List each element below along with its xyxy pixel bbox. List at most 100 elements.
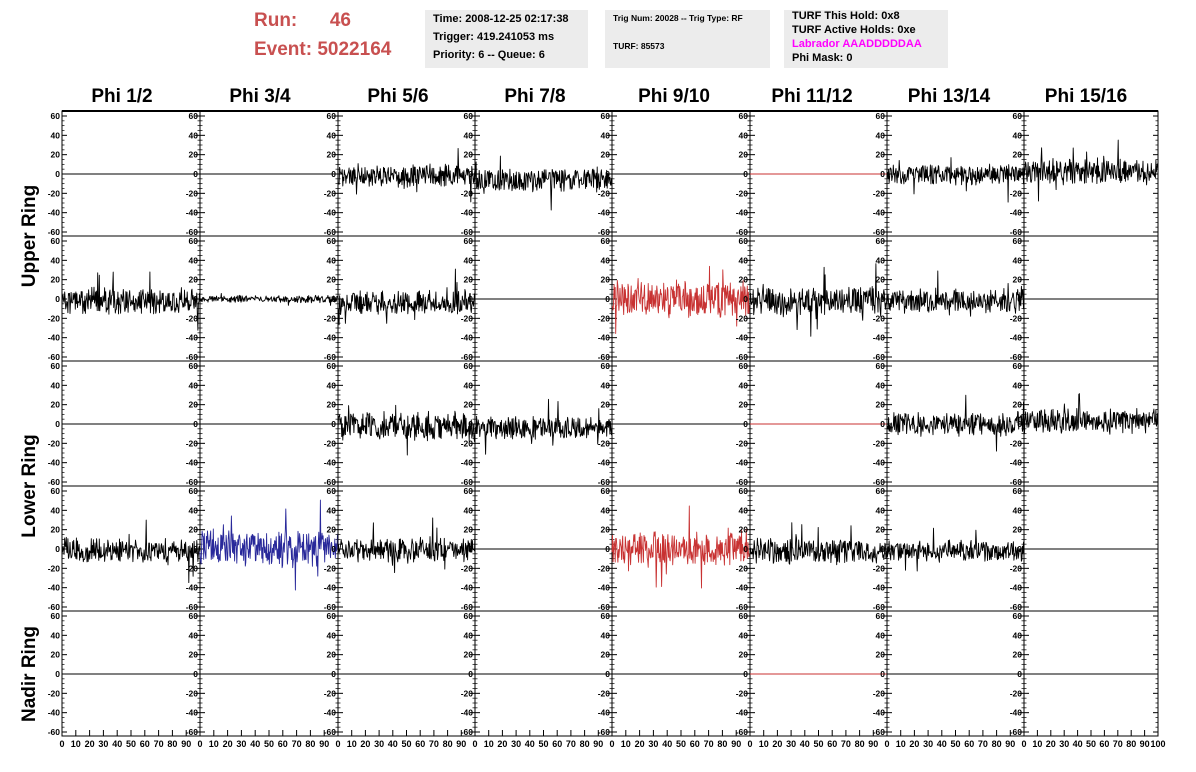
y-tick-label: -20: [48, 563, 61, 573]
y-tick-label: 20: [601, 150, 611, 160]
y-tick-label: -60: [736, 727, 749, 737]
y-tick-label: -40: [1010, 583, 1023, 593]
y-tick-label: 40: [876, 130, 886, 140]
y-tick-label: 40: [327, 630, 337, 640]
x-tick-label: 40: [800, 739, 810, 749]
y-tick-label: -60: [736, 227, 749, 237]
y-tick-label: -60: [324, 477, 337, 487]
y-tick-label: 60: [1013, 486, 1023, 496]
waveform-trace: [337, 268, 476, 326]
y-tick-label: -20: [1010, 438, 1023, 448]
y-tick-label: -20: [873, 438, 886, 448]
y-tick-label: -60: [48, 727, 61, 737]
y-tick-label: 0: [193, 169, 198, 179]
x-tick-label: 40: [937, 739, 947, 749]
y-tick-label: 0: [743, 169, 748, 179]
waveform-panel: 60 40 20 0 -20 -40 -60: [598, 110, 751, 237]
y-tick-label: -60: [186, 352, 199, 362]
y-tick-label: -20: [324, 563, 337, 573]
y-tick-label: 60: [739, 486, 749, 496]
y-tick-label: 60: [189, 486, 199, 496]
x-tick-label: 0: [472, 739, 477, 749]
waveform-panel: 60 40 20 0 -20 -40 -60: [186, 485, 339, 612]
turf-this-hold-text: TURF This Hold: 0x8: [792, 10, 900, 22]
y-tick-label: 60: [876, 361, 886, 371]
y-tick-label: 40: [464, 505, 474, 515]
y-tick-label: -20: [873, 188, 886, 198]
y-tick-label: 20: [464, 275, 474, 285]
x-tick-label: 0: [747, 739, 752, 749]
column-label-phi-13-14: Phi 13/14: [907, 86, 991, 107]
y-tick-label: -40: [1010, 708, 1023, 718]
x-tick-label: 50: [676, 739, 686, 749]
y-tick-label: -40: [736, 708, 749, 718]
waveform-trace: [337, 147, 476, 203]
y-tick-label: 60: [327, 486, 337, 496]
y-tick-label: 20: [189, 400, 199, 410]
y-tick-label: 0: [55, 294, 60, 304]
event-line: Event: 5022164: [254, 39, 391, 61]
waveform-panel: 60 40 20 0 -20 -40 -60: [598, 485, 751, 612]
waveform-panel: 60 40 20 0 -20 -40 -60: [324, 485, 476, 612]
column-label-phi-7-8: Phi 7/8: [504, 86, 566, 107]
y-tick-label: -20: [598, 188, 611, 198]
y-tick-label: 40: [601, 255, 611, 265]
y-tick-label: 20: [1013, 150, 1023, 160]
x-tick-label: 60: [415, 739, 425, 749]
y-tick-label: 0: [743, 669, 748, 679]
waveform-panel: 60 40 20 0 -20 -40 -60: [1010, 360, 1159, 487]
y-tick-label: 40: [739, 255, 749, 265]
waveform-panel: 60 40 20 0 -20 -40 -60: [736, 360, 888, 487]
x-tick-label: 60: [278, 739, 288, 749]
y-tick-label: -40: [1010, 333, 1023, 343]
y-tick-label: 60: [327, 111, 337, 121]
y-tick-label: -40: [461, 208, 474, 218]
waveform-trace: [337, 517, 476, 574]
y-tick-label: -20: [736, 563, 749, 573]
x-tick-label: 60: [140, 739, 150, 749]
x-tick-label: 30: [923, 739, 933, 749]
y-tick-label: -60: [873, 477, 886, 487]
y-tick-label: 0: [193, 544, 198, 554]
x-tick-label: 70: [429, 739, 439, 749]
y-tick-label: 60: [189, 236, 199, 246]
waveform-trace: [61, 271, 201, 331]
waveform-trace: [61, 519, 201, 584]
y-tick-label: 20: [189, 650, 199, 660]
y-tick-label: -40: [48, 458, 61, 468]
event-value: 5022164: [317, 39, 392, 60]
x-tick-label: 80: [1126, 739, 1136, 749]
y-tick-label: 20: [464, 525, 474, 535]
x-tick-label: 40: [662, 739, 672, 749]
y-tick-label: 60: [51, 361, 61, 371]
y-tick-label: 20: [601, 650, 611, 660]
y-tick-label: 20: [601, 525, 611, 535]
y-tick-label: 0: [743, 294, 748, 304]
turf-active-holds-text: TURF Active Holds: 0xe: [792, 24, 916, 36]
y-tick-label: 0: [468, 419, 473, 429]
waveform-trace: [749, 522, 888, 566]
x-tick-label: 40: [388, 739, 398, 749]
y-tick-label: 20: [1013, 400, 1023, 410]
y-tick-label: -40: [186, 333, 199, 343]
y-tick-label: -20: [1010, 563, 1023, 573]
y-tick-label: 40: [327, 505, 337, 515]
y-tick-label: -20: [873, 313, 886, 323]
column-label-phi-11-12: Phi 11/12: [771, 86, 853, 107]
x-tick-label: 90: [1140, 739, 1150, 749]
y-tick-label: -20: [736, 313, 749, 323]
column-label-phi-5-6: Phi 5/6: [367, 86, 429, 107]
y-tick-label: 0: [468, 294, 473, 304]
x-tick-label: 60: [690, 739, 700, 749]
x-tick-label: 100: [1150, 739, 1165, 749]
column-label-phi-9-10: Phi 9/10: [638, 86, 710, 107]
y-tick-label: -20: [873, 563, 886, 573]
waveform-panel: 60 40 20 0 -20 -40 -60: [186, 110, 339, 237]
y-tick-label: -20: [1010, 688, 1023, 698]
waveform-panel: 60 40 20 0 -20 -40 -60: [48, 485, 201, 612]
run-line: Run: 46: [254, 10, 351, 32]
y-tick-label: -20: [598, 688, 611, 698]
panel-frame: [61, 485, 201, 612]
y-tick-label: -60: [1010, 227, 1023, 237]
